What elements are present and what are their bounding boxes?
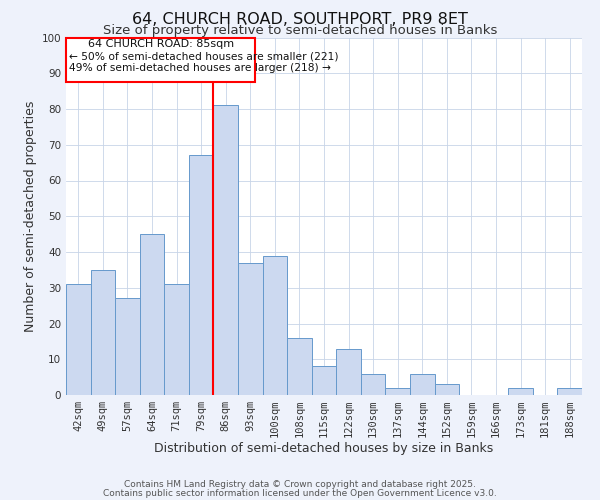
Bar: [189, 156, 214, 395]
Text: Contains public sector information licensed under the Open Government Licence v3: Contains public sector information licen…: [103, 488, 497, 498]
Bar: [214, 106, 238, 395]
FancyBboxPatch shape: [67, 38, 255, 82]
Bar: [385, 388, 410, 395]
Bar: [336, 348, 361, 395]
Bar: [91, 270, 115, 395]
Bar: [164, 284, 189, 395]
Bar: [115, 298, 140, 395]
Bar: [140, 234, 164, 395]
Text: 49% of semi-detached houses are larger (218) →: 49% of semi-detached houses are larger (…: [69, 63, 331, 73]
Y-axis label: Number of semi-detached properties: Number of semi-detached properties: [25, 100, 37, 332]
Bar: [557, 388, 582, 395]
X-axis label: Distribution of semi-detached houses by size in Banks: Distribution of semi-detached houses by …: [154, 442, 494, 454]
Text: 64 CHURCH ROAD: 85sqm: 64 CHURCH ROAD: 85sqm: [88, 38, 234, 48]
Bar: [312, 366, 336, 395]
Text: Size of property relative to semi-detached houses in Banks: Size of property relative to semi-detach…: [103, 24, 497, 37]
Bar: [287, 338, 312, 395]
Text: ← 50% of semi-detached houses are smaller (221): ← 50% of semi-detached houses are smalle…: [69, 51, 338, 61]
Bar: [508, 388, 533, 395]
Text: 64, CHURCH ROAD, SOUTHPORT, PR9 8ET: 64, CHURCH ROAD, SOUTHPORT, PR9 8ET: [132, 12, 468, 28]
Bar: [238, 262, 263, 395]
Bar: [434, 384, 459, 395]
Bar: [361, 374, 385, 395]
Bar: [263, 256, 287, 395]
Bar: [66, 284, 91, 395]
Bar: [410, 374, 434, 395]
Text: Contains HM Land Registry data © Crown copyright and database right 2025.: Contains HM Land Registry data © Crown c…: [124, 480, 476, 489]
